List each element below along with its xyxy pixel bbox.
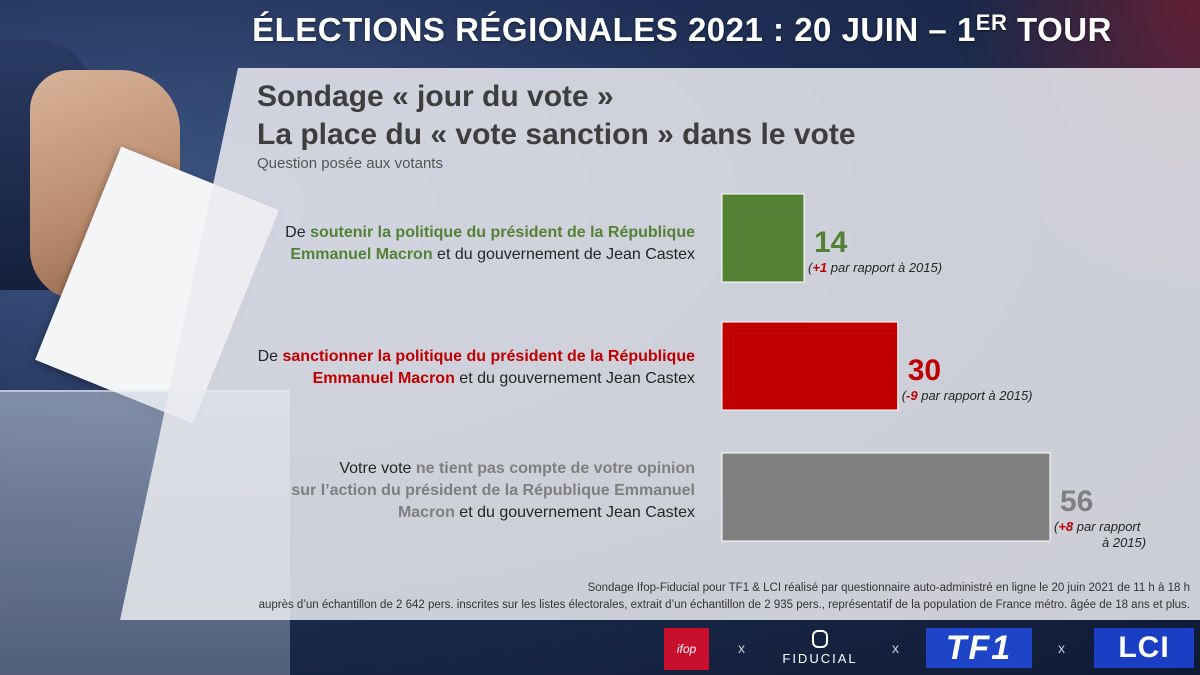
value-label-0: 14 [814, 226, 848, 259]
category-label-support: De soutenir la politique du président de… [285, 224, 695, 263]
fiducial-mark-icon [812, 630, 828, 648]
logo-separator: x [738, 640, 745, 656]
category-label-sanction: De sanctionner la politique du président… [257, 348, 695, 387]
logo-separator: x [892, 640, 899, 656]
bar-2 [721, 452, 1051, 542]
bar-1 [721, 321, 899, 411]
source-note: Sondage Ifop-Fiducial pour TF1 & LCI réa… [259, 580, 1190, 614]
change-label-0: (+1 par rapport à 2015) [808, 260, 942, 275]
category-label-neutral: Votre vote ne tient pas compte de votre … [291, 460, 695, 521]
lci-logo: LCI [1094, 628, 1194, 668]
fiducial-logo-text: FIDUCIAL [782, 651, 858, 666]
fiducial-logo: FIDUCIAL [775, 628, 865, 668]
page-header: ÉLECTIONS RÉGIONALES 2021 : 20 JUIN – 1E… [252, 10, 1112, 48]
change-label-1: (-9 par rapport à 2015) [902, 388, 1033, 403]
change-label-2: (+8 par rapport [1054, 519, 1142, 534]
source-line-2: auprès d’un échantillon de 2 642 pers. i… [258, 599, 1190, 611]
question-subtitle: Question posée aux votants [257, 155, 443, 172]
logo-separator: x [1058, 640, 1065, 656]
bar-0 [721, 193, 805, 283]
value-label-2: 56 [1060, 485, 1093, 518]
value-label-1: 30 [908, 354, 941, 387]
ifop-logo: ifop [664, 628, 709, 670]
chart-title-line1: Sondage « jour du vote » [257, 80, 614, 113]
source-line-1: Sondage Ifop-Fiducial pour TF1 & LCI réa… [587, 582, 1190, 594]
tf1-logo: TF1 [926, 628, 1032, 668]
chart-title-line2: La place du « vote sanction » dans le vo… [257, 118, 856, 151]
change-label-2-line2: à 2015) [1102, 535, 1146, 550]
